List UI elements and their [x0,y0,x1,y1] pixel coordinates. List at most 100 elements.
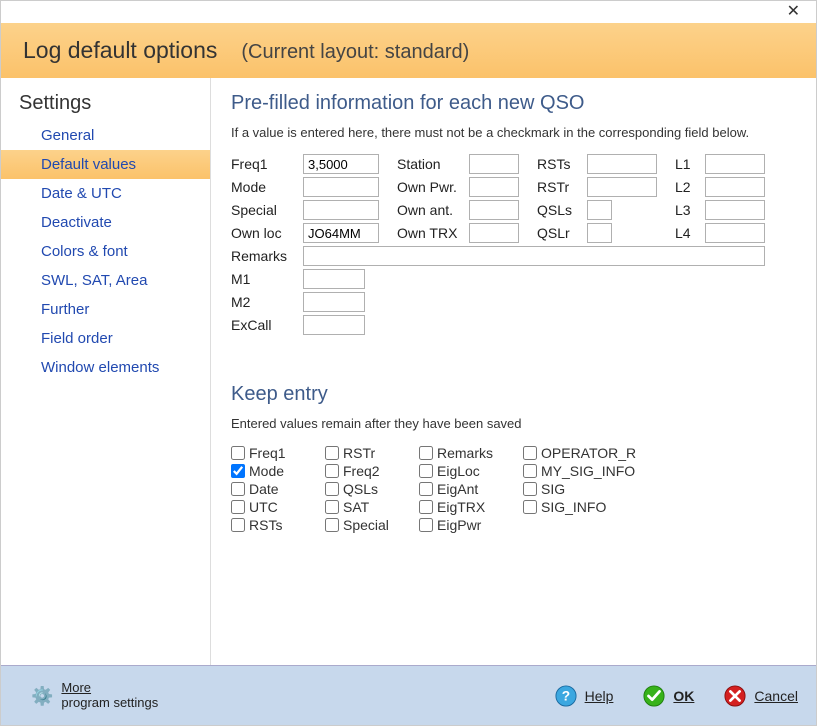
keep-checkbox-remarks[interactable] [419,446,433,460]
keep-checkbox-sig-info[interactable] [523,500,537,514]
sidebar-item-field-order[interactable]: Field order [1,324,210,353]
keep-label: RSTs [249,517,282,533]
keep-qsls[interactable]: QSLs [325,481,415,497]
sidebar-item-colors-font[interactable]: Colors & font [1,237,210,266]
label-rstr: RSTr [537,179,587,195]
keep-eigpwr[interactable]: EigPwr [419,517,519,533]
prefill-title: Pre-filled information for each new QSO [231,92,796,115]
cancel-button[interactable]: Cancel [724,685,798,707]
ok-button[interactable]: OK [643,685,694,707]
help-button[interactable]: ? Help [555,685,614,707]
input-rsts[interactable] [587,154,657,174]
sidebar-item-default-values[interactable]: Default values [1,150,210,179]
label-remarks: Remarks [231,248,303,264]
input-l1[interactable] [705,154,765,174]
keep-checkbox-rstr[interactable] [325,446,339,460]
keep-label: Mode [249,463,284,479]
sidebar-item-general[interactable]: General [1,121,210,150]
input-owntrx[interactable] [469,223,519,243]
gears-icon: ⚙️ [31,687,53,705]
dialog-title: Log default options [23,37,217,64]
keep-sig-info[interactable]: SIG_INFO [523,499,673,515]
input-qslr[interactable] [587,223,612,243]
keep-rstr[interactable]: RSTr [325,445,415,461]
svg-text:?: ? [561,688,569,703]
keep-checkbox-my-sig-info[interactable] [523,464,537,478]
keep-eigant[interactable]: EigAnt [419,481,519,497]
keep-eigtrx[interactable]: EigTRX [419,499,519,515]
keep-special[interactable]: Special [325,517,415,533]
keep-remarks[interactable]: Remarks [419,445,519,461]
input-qsls[interactable] [587,200,612,220]
keep-label: Remarks [437,445,493,461]
keep-sig[interactable]: SIG [523,481,673,497]
sidebar-item-deactivate[interactable]: Deactivate [1,208,210,237]
input-ownloc[interactable] [303,223,379,243]
input-m2[interactable] [303,292,365,312]
keep-label: QSLs [343,481,378,497]
label-l3: L3 [675,202,705,218]
keep-utc[interactable]: UTC [231,499,321,515]
label-l1: L1 [675,156,705,172]
keep-freq2[interactable]: Freq2 [325,463,415,479]
input-excall[interactable] [303,315,365,335]
keep-checkbox-eigloc[interactable] [419,464,433,478]
keep-checkbox-qsls[interactable] [325,482,339,496]
keep-checkbox-freq1[interactable] [231,446,245,460]
keep-checkbox-eigtrx[interactable] [419,500,433,514]
label-l4: L4 [675,225,705,241]
label-qsls: QSLs [537,202,587,218]
keep-checkbox-rsts[interactable] [231,518,245,532]
input-m1[interactable] [303,269,365,289]
input-ownpwr[interactable] [469,177,519,197]
keep-checkbox-date[interactable] [231,482,245,496]
input-rstr[interactable] [587,177,657,197]
input-l3[interactable] [705,200,765,220]
sidebar-item-swl-sat-area[interactable]: SWL, SAT, Area [1,266,210,295]
keep-eigloc[interactable]: EigLoc [419,463,519,479]
keep-checkbox-eigpwr[interactable] [419,518,433,532]
keep-checkbox-sat[interactable] [325,500,339,514]
keep-checkbox-utc[interactable] [231,500,245,514]
keep-rsts[interactable]: RSTs [231,517,321,533]
keep-sat[interactable]: SAT [325,499,415,515]
input-special[interactable] [303,200,379,220]
dialog-footer: ⚙️ More program settings ? Help OK Cance… [1,665,816,725]
keep-freq1[interactable]: Freq1 [231,445,321,461]
input-l2[interactable] [705,177,765,197]
keep-my-sig-info[interactable]: MY_SIG_INFO [523,463,673,479]
sidebar-item-further[interactable]: Further [1,295,210,324]
input-freq1[interactable] [303,154,379,174]
keep-date[interactable]: Date [231,481,321,497]
keep-checkbox-mode[interactable] [231,464,245,478]
cancel-label: Cancel [754,688,798,704]
keep-operator-r[interactable]: OPERATOR_R [523,445,673,461]
input-mode[interactable] [303,177,379,197]
keep-label: SAT [343,499,369,515]
cancel-icon [724,685,746,707]
keep-label: EigAnt [437,481,478,497]
keep-checkbox-freq2[interactable] [325,464,339,478]
sidebar-item-window-elements[interactable]: Window elements [1,353,210,382]
sidebar-item-date-utc[interactable]: Date & UTC [1,179,210,208]
input-l4[interactable] [705,223,765,243]
close-icon[interactable]: ✕ [781,4,806,20]
label-rsts: RSTs [537,156,587,172]
label-station: Station [397,156,469,172]
keep-label: Freq2 [343,463,380,479]
input-ownant[interactable] [469,200,519,220]
keep-label: Special [343,517,389,533]
keep-checkbox-operator-r[interactable] [523,446,537,460]
label-excall: ExCall [231,317,303,333]
label-ownant: Own ant. [397,202,469,218]
keep-label: RSTr [343,445,375,461]
keep-checkbox-special[interactable] [325,518,339,532]
keep-checkbox-sig[interactable] [523,482,537,496]
more-settings-link[interactable]: ⚙️ More program settings [31,681,158,711]
label-special: Special [231,202,303,218]
input-station[interactable] [469,154,519,174]
keep-checkbox-eigant[interactable] [419,482,433,496]
keep-mode[interactable]: Mode [231,463,321,479]
input-remarks[interactable] [303,246,765,266]
keep-label: MY_SIG_INFO [541,463,635,479]
